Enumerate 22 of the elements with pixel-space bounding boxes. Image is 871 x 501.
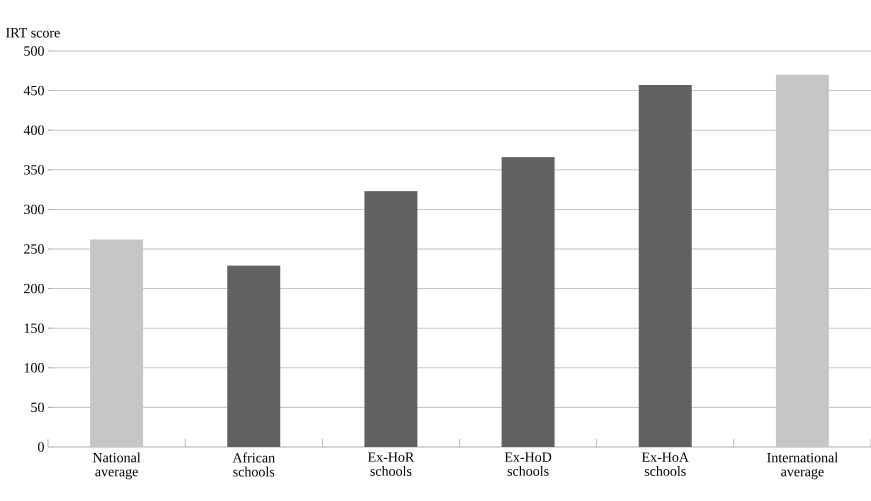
y-tick-label: 0: [38, 442, 44, 452]
x-tick-label: Ex-HoR schools: [368, 452, 414, 476]
x-tick-label: African schools: [232, 452, 275, 477]
bar: [227, 266, 280, 447]
bar: [364, 191, 418, 447]
x-tick-label: Ex-HoD schools: [504, 452, 552, 476]
y-tick-label: 50: [31, 402, 44, 412]
bar: [502, 157, 555, 447]
y-tick-label: 100: [24, 363, 44, 373]
y-tick-label: 450: [24, 86, 44, 96]
x-tick-label: Ex-HoA schools: [642, 452, 689, 476]
bar: [638, 85, 692, 447]
y-tick-label: 350: [24, 165, 44, 175]
y-axis-title: IRT score: [6, 28, 60, 38]
y-tick-label: 500: [24, 46, 44, 56]
y-tick-label: 250: [24, 244, 44, 254]
y-tick-label: 300: [24, 204, 44, 214]
y-tick-label: 200: [24, 284, 44, 294]
x-tick-label: International average: [767, 452, 838, 480]
x-tick-label: National average: [92, 452, 140, 480]
y-tick-label: 150: [24, 323, 44, 333]
y-tick-label: 400: [24, 125, 44, 135]
